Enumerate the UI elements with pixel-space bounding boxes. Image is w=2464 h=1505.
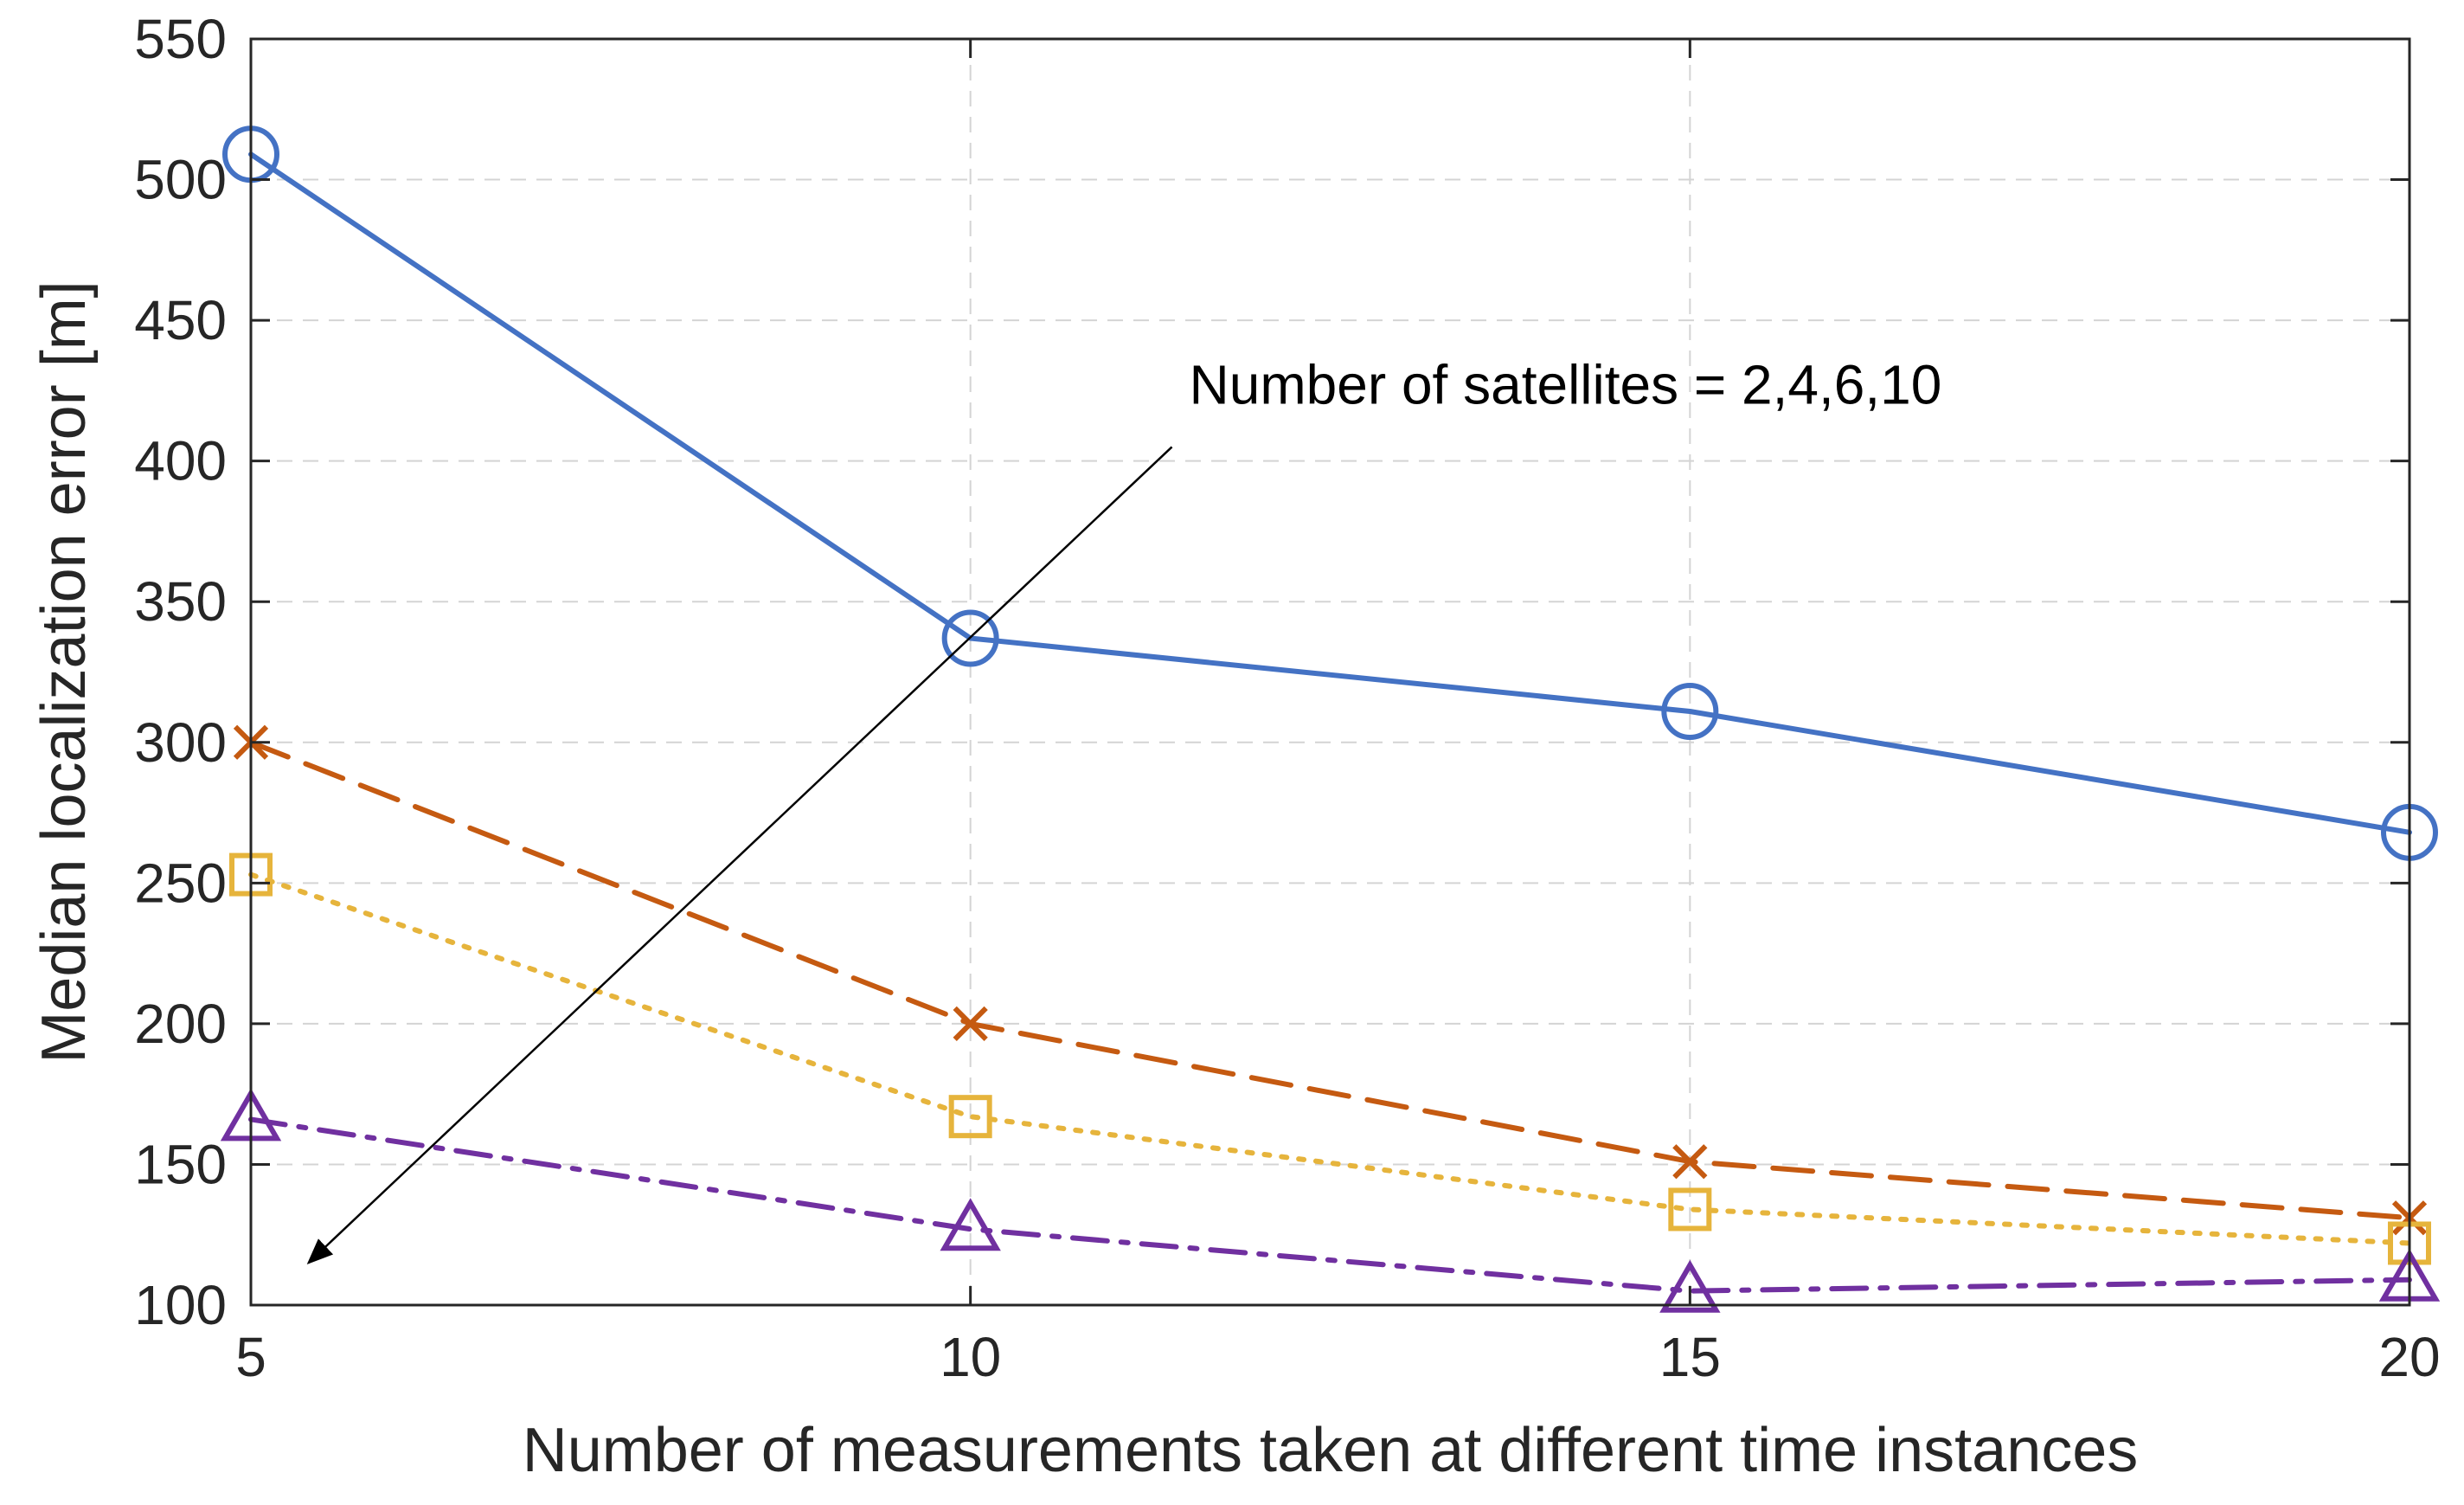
y-tick-label-3: 250 [134,852,227,914]
y-tick-label-1: 150 [134,1133,227,1195]
y-tick-label-7: 450 [134,289,227,351]
series-4 [220,1088,2441,1313]
data-point-s2-1 [953,1006,988,1042]
y-tick-label-5: 350 [134,570,227,633]
y-tick-label-4: 300 [134,711,227,774]
y-axis-title: Median localization error [m] [29,280,99,1063]
series-layer [220,125,2441,1313]
series-line-4 [248,1116,2412,1294]
series-1 [222,125,2438,861]
data-point-s1-2 [1661,683,1719,741]
x-tick-label-2: 15 [1659,1326,1721,1388]
y-tick-label-8: 500 [134,149,227,211]
data-point-s4-2 [1659,1259,1721,1313]
x-tick-label-3: 20 [2378,1326,2440,1388]
axis-ticks: 100 150 200 250 300 350 400 450 500 550 5 10 15 20 [134,8,2440,1388]
data-point-s2-2 [1672,1144,1708,1180]
y-tick-label-6: 400 [134,430,227,492]
y-tick-label-0: 100 [134,1274,227,1336]
data-point-s3-2 [1668,1187,1712,1232]
grid-lines [251,39,2409,1305]
series-line-2 [248,739,2412,1221]
x-axis-title: Number of measurements taken at differen… [523,1416,2139,1485]
data-point-s1-1 [941,609,999,667]
data-point-s3-1 [948,1095,992,1139]
series-line-1 [248,151,2412,835]
y-tick-label-2: 200 [134,993,227,1055]
data-point-s4-1 [940,1198,1001,1251]
y-tick-label-9: 550 [134,8,227,70]
series-line-3 [248,871,2412,1246]
x-tick-label-1: 10 [940,1326,1001,1388]
annotation: Number of satellites = 2,4,6,10 [306,353,1942,1264]
series-3 [229,852,2431,1265]
x-tick-label-0: 5 [235,1326,266,1388]
annotation-arrow [306,446,1173,1264]
plot-area-frame [249,37,2411,1307]
annotation-text: Number of satellites = 2,4,6,10 [1190,353,1942,415]
